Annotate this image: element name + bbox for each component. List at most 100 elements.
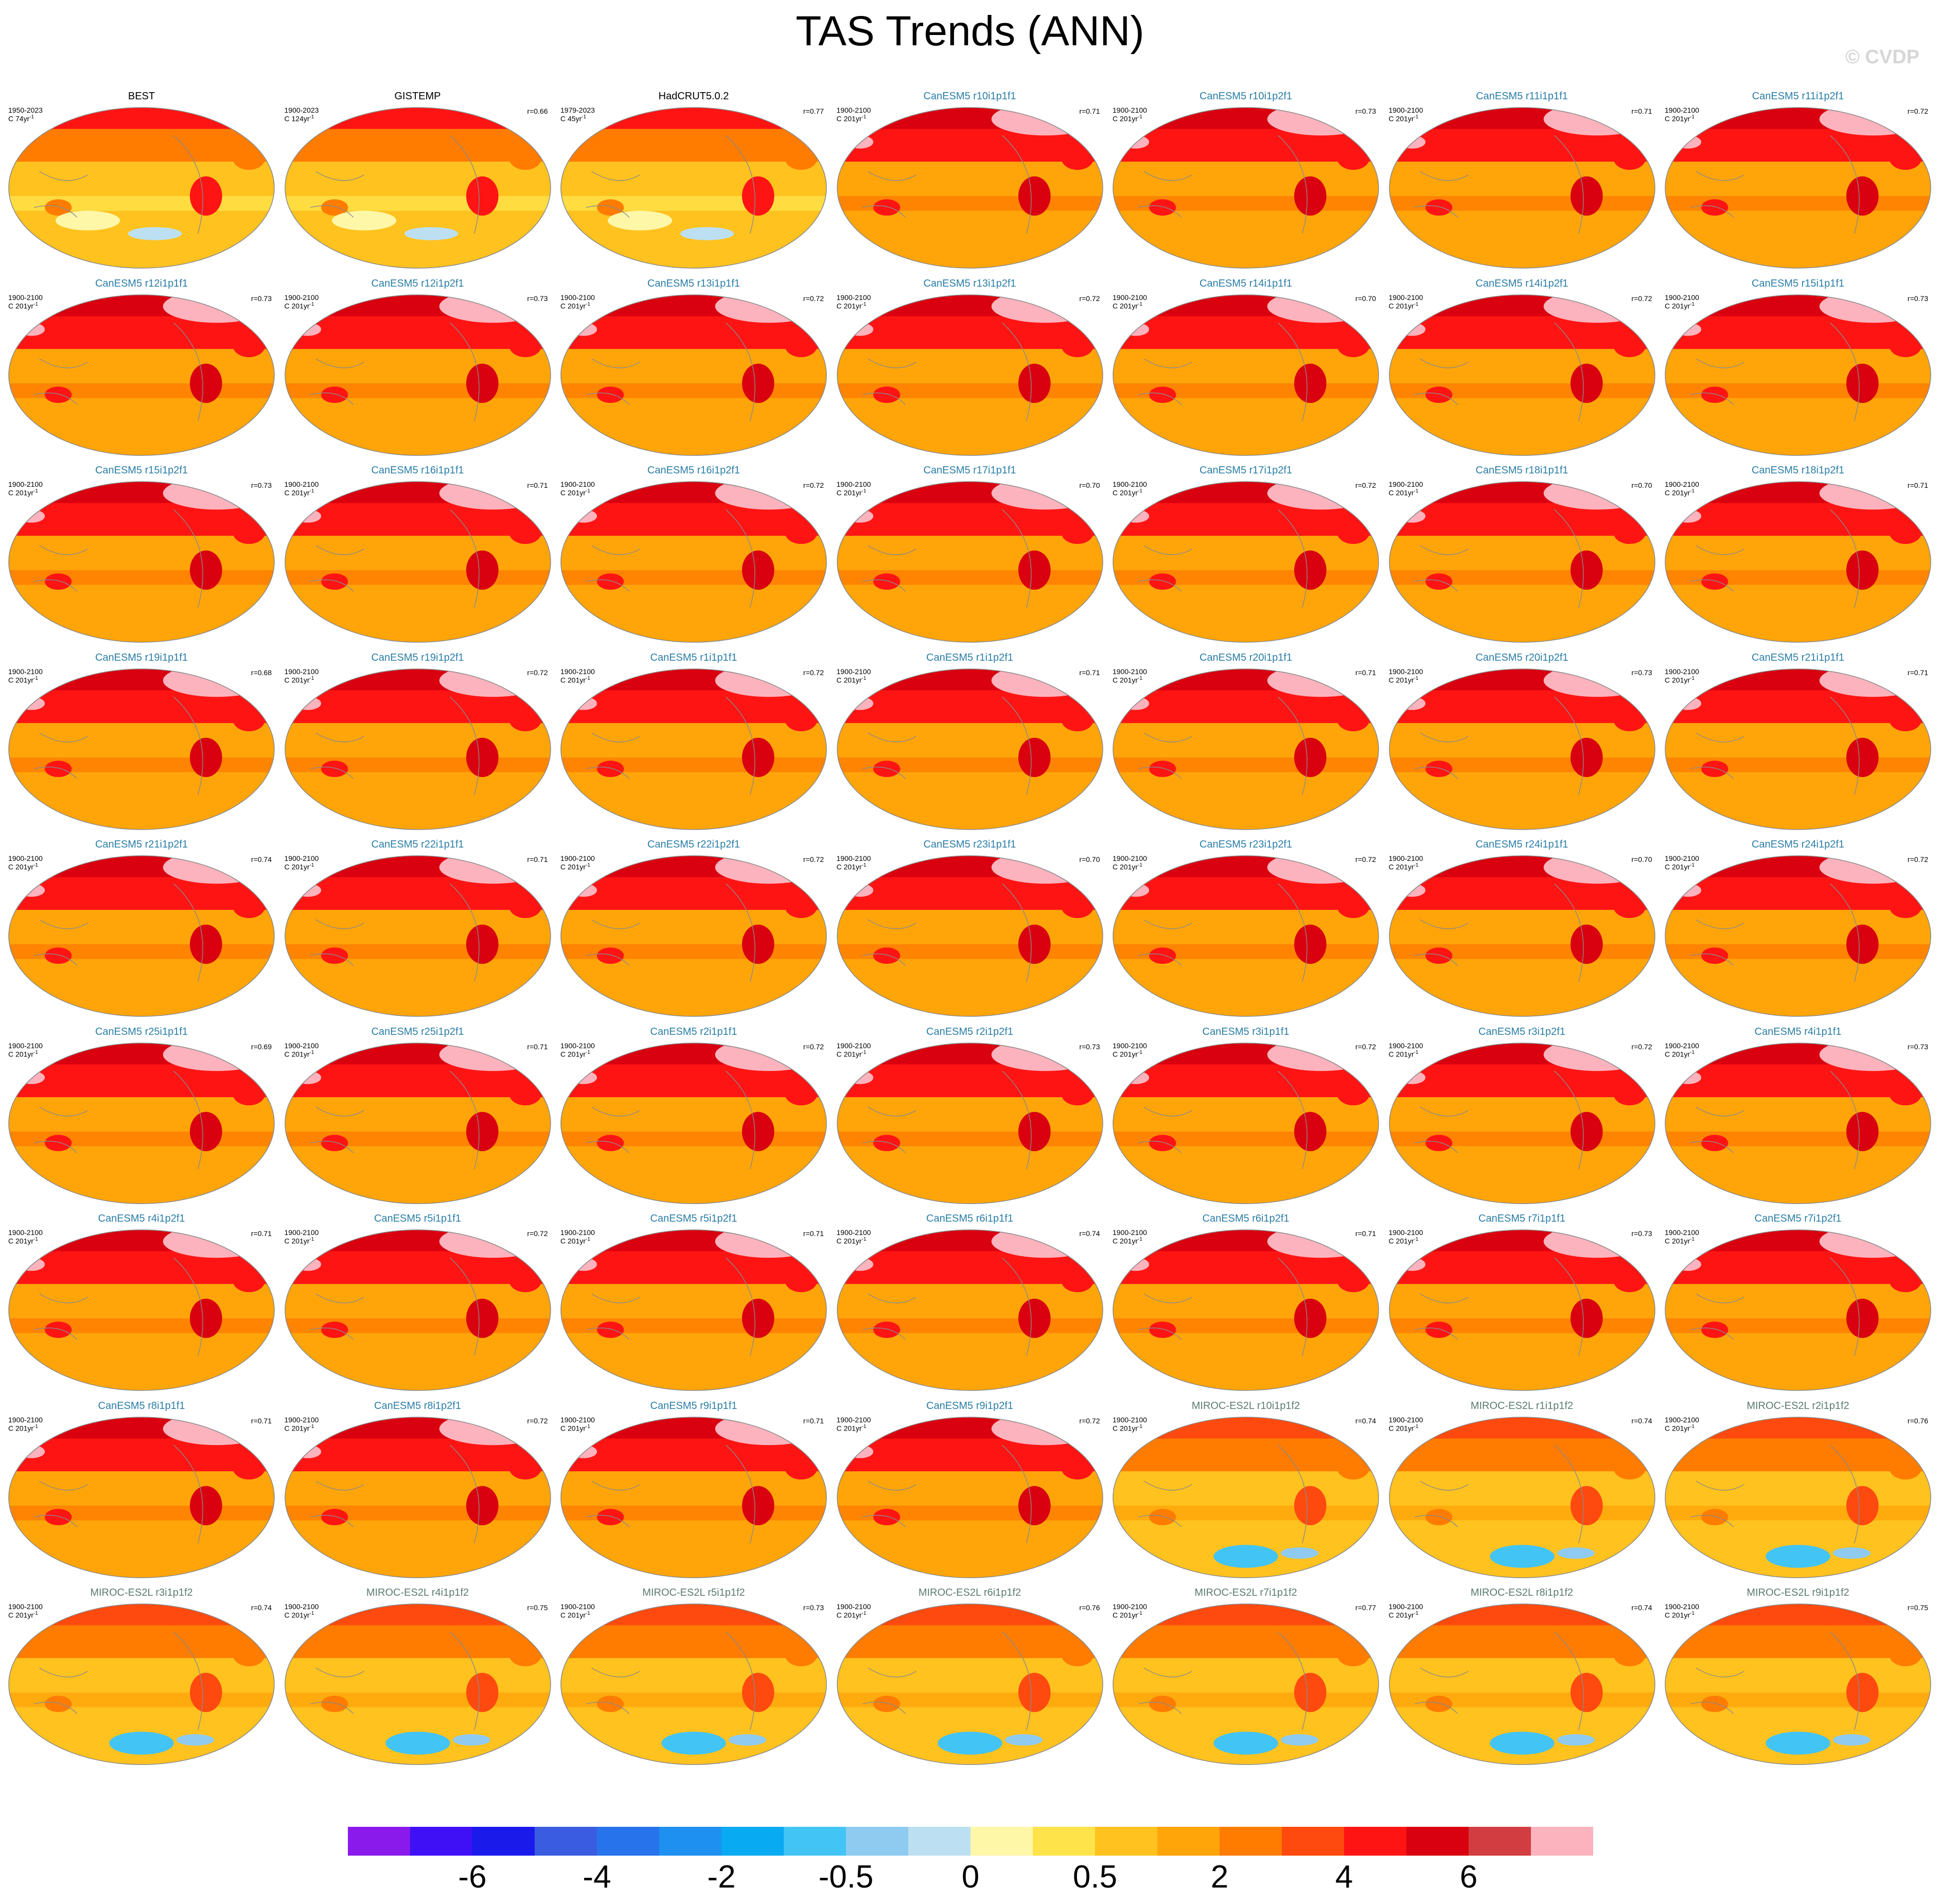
map-panel: MIROC-ES2L r10i1p1f2 1900-2100 C 201yr-1 r=… — [1112, 1396, 1380, 1582]
map-panel: CanESM5 r18i1p2f1 1900-2100 C 201yr-1 r=0.7… — [1664, 461, 1932, 647]
map-panel: CanESM5 r24i1p2f1 1900-2100 C 201yr-1 r=0.7… — [1664, 835, 1932, 1021]
panel-years: 1900-2100 — [284, 854, 319, 862]
panel-years: 1900-2100 — [560, 1041, 595, 1050]
colorbar-tick-label: -4 — [583, 1859, 611, 1895]
panel-years: 1900-2100 — [836, 293, 871, 302]
map-panel: CanESM5 r6i1p2f1 1900-2100 C 201yr-1 r=0.71 — [1112, 1209, 1380, 1395]
map-panel: CanESM5 r21i1p2f1 1900-2100 C 201yr-1 r=0.7… — [7, 835, 276, 1021]
trend-map — [836, 668, 1103, 830]
panel-correlation: r=0.73 — [251, 294, 272, 303]
panel-units: C 201yr-1 — [1113, 862, 1142, 871]
panel-years: 1900-2100 — [1113, 106, 1147, 114]
map-panel: CanESM5 r8i1p1f1 1900-2100 C 201yr-1 r=0.71 — [7, 1396, 276, 1582]
map-panel: CanESM5 r14i1p2f1 1900-2100 C 201yr-1 r=0.7… — [1388, 274, 1656, 460]
panel-years: 1900-2100 — [560, 1415, 595, 1424]
panel-years: 1900-2100 — [284, 1228, 319, 1237]
map-panel: CanESM5 r1i1p2f1 1900-2100 C 201yr-1 r=0.71 — [836, 648, 1104, 834]
panel-correlation: r=0.71 — [803, 1416, 824, 1425]
panel-years: 1900-2100 — [836, 1602, 871, 1611]
trend-map — [1113, 855, 1379, 1017]
trend-map — [836, 1042, 1103, 1204]
panel-title: CanESM5 r10i1p2f1 — [1199, 91, 1293, 102]
panel-years: 1900-2100 — [1113, 1041, 1147, 1050]
trend-map — [1665, 1229, 1931, 1391]
panel-units: C 201yr-1 — [1388, 1049, 1419, 1059]
panel-title: CanESM5 r11i1p1f1 — [1476, 91, 1568, 102]
colorbar-tick-label: 6 — [1459, 1859, 1478, 1895]
panel-years: 1900-2100 — [8, 1415, 43, 1424]
colorbar-tick-label: 0 — [961, 1859, 980, 1895]
panel-years: 1900-2100 — [836, 1228, 871, 1237]
map-panel: CanESM5 r21i1p1f1 1900-2100 C 201yr-1 r=0.7… — [1664, 648, 1932, 834]
panel-title: MIROC-ES2L r6i1p1f2 — [918, 1587, 1021, 1598]
trend-map — [284, 481, 551, 643]
panel-years: 1900-2100 — [1113, 1415, 1147, 1424]
colorbar-swatch — [472, 1827, 535, 1856]
panel-title: CanESM5 r22i1p2f1 — [647, 839, 740, 850]
map-panel: BEST 1950-2023 C 74yr-1 — [7, 86, 276, 273]
panel-correlation: r=0.73 — [1631, 1229, 1652, 1238]
panel-years: 1900-2100 — [1665, 1602, 1699, 1611]
panel-units: C 201yr-1 — [560, 1611, 590, 1619]
panel-correlation: r=0.70 — [1355, 294, 1376, 303]
trend-map — [836, 107, 1103, 269]
map-panel: MIROC-ES2L r2i1p1f2 1900-2100 C 201yr-1 r=0… — [1664, 1396, 1932, 1582]
panel-correlation: r=0.71 — [251, 1416, 272, 1425]
trend-map — [8, 481, 275, 643]
panel-title: MIROC-ES2L r9i1p1f2 — [1747, 1587, 1849, 1598]
panel-correlation: r=0.72 — [1631, 294, 1652, 303]
panel-years: 1900-2100 — [1113, 293, 1147, 302]
trend-map — [560, 481, 827, 643]
trend-map — [284, 107, 551, 269]
panel-years: 1900-2100 — [1113, 854, 1147, 862]
map-panel: CanESM5 r9i1p2f1 1900-2100 C 201yr-1 r=0.72 — [836, 1396, 1104, 1582]
map-panel: CanESM5 r3i1p1f1 1900-2100 C 201yr-1 r=0.72 — [1112, 1022, 1380, 1208]
panel-correlation: r=0.72 — [1355, 481, 1376, 489]
panel-correlation: r=0.72 — [1907, 855, 1928, 863]
panel-title: CanESM5 r2i1p1f1 — [650, 1026, 737, 1037]
panel-title: CanESM5 r12i1p1f1 — [95, 277, 188, 289]
panel-title: CanESM5 r16i1p1f1 — [371, 465, 464, 476]
panel-units: C 201yr-1 — [560, 675, 590, 684]
map-panel: CanESM5 r18i1p1f1 1900-2100 C 201yr-1 r=0.7… — [1388, 461, 1656, 647]
panel-years: 1900-2100 — [284, 1602, 319, 1611]
map-panel: CanESM5 r15i1p2f1 1900-2100 C 201yr-1 r=0.7… — [7, 461, 276, 647]
panel-units: C 201yr-1 — [1665, 1049, 1695, 1059]
panel-title: CanESM5 r17i1p1f1 — [923, 465, 1016, 476]
map-panel: MIROC-ES2L r6i1p1f2 1900-2100 C 201yr-1 r=0… — [836, 1583, 1104, 1769]
map-panel: CanESM5 r6i1p1f1 1900-2100 C 201yr-1 r=0.74 — [836, 1209, 1104, 1395]
panel-years: 1900-2100 — [8, 480, 43, 488]
map-panel: CanESM5 r22i1p2f1 1900-2100 C 201yr-1 r=0.7… — [559, 835, 828, 1021]
panel-units: C 124yr-1 — [284, 114, 314, 123]
map-panel: CanESM5 r15i1p1f1 1900-2100 C 201yr-1 r=0.7… — [1664, 274, 1932, 460]
panel-units: C 201yr-1 — [8, 675, 38, 684]
panel-years: 1900-2100 — [836, 854, 871, 862]
colorbar-swatch — [1220, 1827, 1282, 1856]
panel-title: CanESM5 r22i1p1f1 — [371, 839, 464, 850]
panel-units: C 201yr-1 — [836, 862, 867, 871]
colorbar-tick-label: -2 — [707, 1859, 736, 1895]
map-panel: CanESM5 r8i1p2f1 1900-2100 C 201yr-1 r=0.72 — [284, 1396, 552, 1582]
map-panel: CanESM5 r23i1p2f1 1900-2100 C 201yr-1 r=0.7… — [1112, 835, 1380, 1021]
trend-map — [1113, 294, 1379, 456]
panel-title: CanESM5 r15i1p1f1 — [1751, 277, 1845, 289]
panel-units: C 201yr-1 — [8, 862, 38, 871]
panel-correlation: r=0.71 — [1631, 107, 1652, 115]
panel-correlation: r=0.72 — [1907, 107, 1928, 115]
trend-map — [1113, 1416, 1379, 1578]
panel-years: 1900-2100 — [1388, 106, 1423, 114]
panel-years: 1900-2100 — [560, 293, 595, 302]
panel-title: CanESM5 r8i1p2f1 — [374, 1400, 461, 1412]
panel-units: C 201yr-1 — [1388, 1423, 1419, 1433]
panel-years: 1900-2100 — [1388, 1415, 1423, 1424]
colorbar-swatch — [721, 1827, 784, 1856]
trend-map — [560, 855, 827, 1017]
trend-map — [8, 855, 275, 1017]
panel-correlation: r=0.73 — [1355, 107, 1376, 115]
map-panel: CanESM5 r16i1p2f1 1900-2100 C 201yr-1 r=0.7… — [559, 461, 828, 647]
panel-years: 1900-2100 — [284, 1415, 319, 1424]
figure-title: TAS Trends (ANN) — [796, 8, 1144, 55]
panel-years: 1900-2100 — [1665, 480, 1699, 488]
colorbar-swatch — [410, 1827, 473, 1856]
panel-years: 1900-2100 — [8, 293, 43, 302]
